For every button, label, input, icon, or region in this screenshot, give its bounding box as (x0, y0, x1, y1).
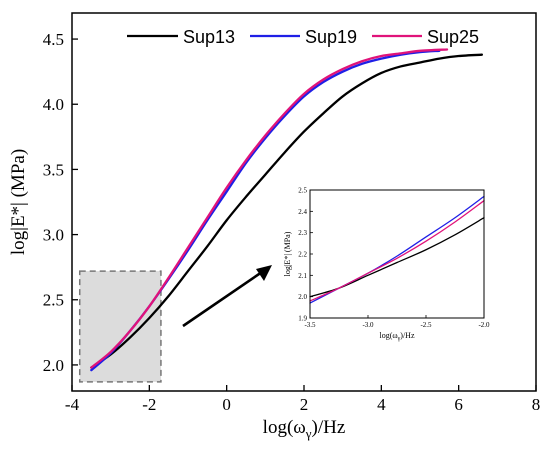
inset-series-group (309, 195, 485, 304)
main-series-group (90, 48, 484, 372)
y-tick-label: 3.5 (43, 160, 64, 179)
inset-ticks: -3.5 -3.0 -2.5 -2.0 1.9 2.0 2.1 2.2 2.3 2.4 2.5 (298, 186, 490, 329)
y-tick-label: 2.5 (43, 291, 64, 310)
inset-x-tick-label: -3.5 (304, 321, 316, 329)
x-tick-label: 4 (377, 395, 386, 414)
x-tick-label: 2 (300, 395, 309, 414)
x-tick-label: 8 (532, 395, 541, 414)
inset-y-tick-label: 2.4 (298, 208, 307, 216)
zoom-arrow-shaft (182, 270, 263, 328)
x-axis-label-sub: γ (305, 426, 312, 441)
inset-chart: -3.5 -3.0 -2.5 -2.0 1.9 2.0 2.1 2.2 2.3 2.4 2.5 lo… (280, 184, 496, 348)
main-chart: -4 -2 0 2 4 6 82.02.53.03.54.04.5 log(ωγ)/Hz l… (8, 12, 541, 441)
x-axis-label-suffix: )/Hz (312, 417, 346, 438)
inset-x-tick-label: -2.0 (478, 321, 490, 329)
legend-label-sup19: Sup19 (305, 27, 357, 47)
x-tick-label: 6 (454, 395, 463, 414)
series-line-sup13 (90, 53, 484, 369)
inset-y-axis-label: log|E*| (MPa) (283, 231, 292, 276)
x-tick-label: 0 (222, 395, 231, 414)
legend-label-sup13: Sup13 (183, 27, 235, 47)
highlight-region (78, 270, 162, 383)
inset-y-tick-label: 2.2 (298, 250, 307, 258)
inset-x-axis-label: log(ωγ)/Hz (379, 331, 414, 342)
y-tick-label: 4.0 (43, 95, 64, 114)
inset-y-tick-label: 2.1 (298, 272, 307, 280)
y-tick-label: 4.5 (43, 30, 64, 49)
x-tick-label: -2 (142, 395, 156, 414)
inset-y-tick-label: 1.9 (298, 314, 307, 322)
inset-x-axis-label-main: log(ω (379, 331, 397, 340)
inset-y-tick-label: 2.3 (298, 229, 307, 237)
legend: Sup13 Sup19 Sup25 (127, 27, 479, 47)
series-line-sup25 (90, 48, 449, 369)
zoom-arrow-head (256, 265, 272, 281)
inset-x-axis-label-suffix: )/Hz (400, 331, 415, 340)
inset-x-tick-label: -3.0 (362, 321, 374, 329)
x-axis-label-main: log(ω (263, 417, 306, 438)
y-tick-label: 2.0 (43, 356, 64, 375)
inset-y-tick-label: 2.0 (298, 293, 307, 301)
y-axis-label: log|E*| (MPa) (8, 149, 29, 255)
zoom-arrow (182, 265, 272, 328)
inset-x-axis-label-sub: γ (397, 336, 401, 342)
legend-label-sup25: Sup25 (427, 27, 479, 47)
y-tick-label: 3.0 (43, 226, 64, 245)
inset-y-tick-label: 2.5 (298, 186, 307, 194)
main-ticks: -4 -2 0 2 4 6 8 2.0 2.5 3.0 3.5 4.0 4.5 (43, 30, 541, 414)
inset-series-line-sup25 (309, 200, 485, 302)
x-axis-label: log(ωγ)/Hz (263, 417, 346, 441)
x-tick-label: -4 (65, 395, 80, 414)
inset-x-tick-label: -2.5 (420, 321, 432, 329)
